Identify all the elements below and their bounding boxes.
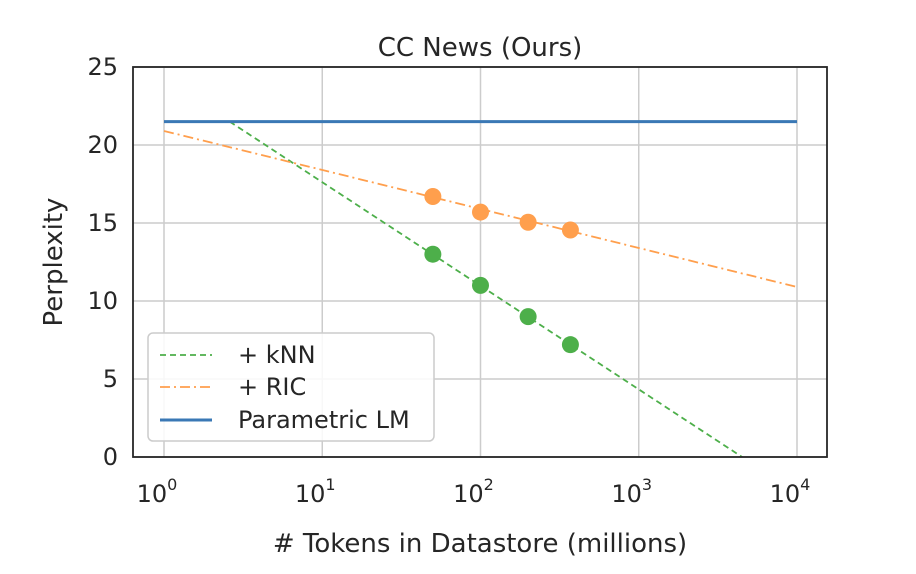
x-tick-label: 101: [295, 475, 336, 508]
y-tick-label: 25: [87, 53, 118, 81]
x-tick-base: 10: [770, 480, 801, 508]
data-point-ric: [519, 213, 537, 231]
plot-series: [163, 120, 798, 457]
data-point-ric: [424, 187, 442, 205]
x-tick-base: 10: [453, 480, 484, 508]
data-point-knn: [519, 308, 537, 326]
chart-title: CC News (Ours): [378, 33, 583, 63]
x-tick-base: 10: [137, 480, 168, 508]
y-tick-label: 5: [103, 365, 118, 393]
legend-entry: Parametric LM: [238, 406, 410, 434]
y-tick-label: 15: [87, 209, 118, 237]
x-tick-labels: 100 101 102 103 104: [137, 475, 811, 508]
data-point-knn: [561, 336, 579, 354]
x-tick-exponent: 2: [484, 475, 494, 494]
data-point-knn: [424, 245, 442, 263]
legend-entry: + RIC: [238, 373, 306, 401]
x-tick-exponent: 0: [167, 475, 177, 494]
plot-frame: [132, 66, 828, 458]
plot-data: [163, 120, 798, 457]
x-tick-exponent: 1: [325, 475, 335, 494]
x-tick-base: 10: [295, 480, 326, 508]
y-tick-label: 20: [87, 131, 118, 159]
data-point-ric: [561, 221, 579, 239]
legend-entry: + kNN: [238, 341, 316, 369]
x-tick-label: 102: [453, 475, 494, 508]
legend-box: [147, 332, 435, 442]
x-tick-label: 104: [770, 475, 811, 508]
y-tick-label: 10: [87, 287, 118, 315]
series-line-knn: [229, 120, 743, 457]
y-tick-label: 0: [103, 443, 118, 471]
x-axis-label: # Tokens in Datastore (millions): [273, 529, 687, 559]
x-tick-label: 103: [611, 475, 652, 508]
x-tick-label: 100: [137, 475, 178, 508]
x-tick-exponent: 4: [800, 475, 810, 494]
x-tick-exponent: 3: [642, 475, 652, 494]
data-point-knn: [472, 276, 489, 294]
x-tick-base: 10: [611, 480, 642, 508]
data-point-ric: [472, 203, 489, 221]
y-tick-labels: 0 5 10 15 20 25: [87, 53, 118, 471]
legend: + kNN + RIC Parametric LM: [147, 332, 435, 442]
y-axis-label: Perplexity: [39, 198, 69, 327]
